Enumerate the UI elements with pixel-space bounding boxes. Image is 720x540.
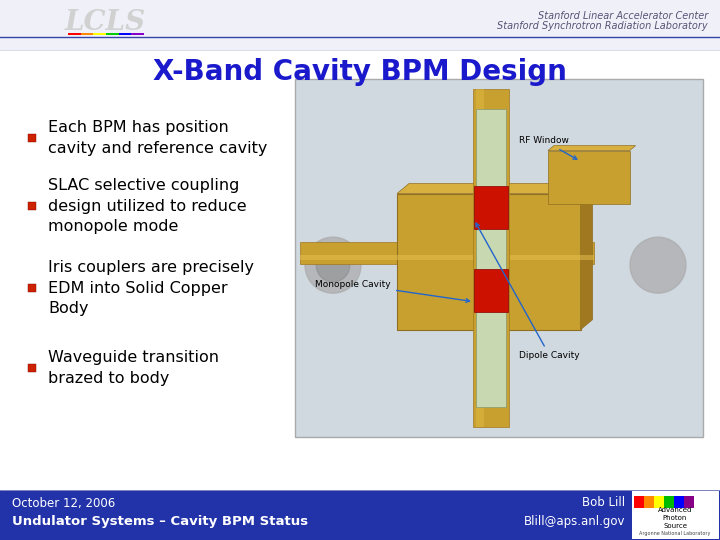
Bar [0,50,1,490]
Bar [664,496,674,508]
Polygon shape [316,248,350,282]
Bar [68,32,81,35]
Bar [10,50,11,490]
Bar [8,50,9,490]
Bar [634,496,644,508]
Bar [476,89,484,427]
Text: Undulator Systems – Cavity BPM Status: Undulator Systems – Cavity BPM Status [12,516,308,529]
Bar [6,50,7,490]
Text: Iris couplers are precisely
EDM into Solid Copper
Body: Iris couplers are precisely EDM into Sol… [48,260,254,316]
Bar [12,50,13,490]
Text: Dipole Cavity: Dipole Cavity [476,223,580,360]
Bar [3,50,4,490]
Bar [397,193,580,329]
Text: Waveguide transition
brazed to body: Waveguide transition brazed to body [48,350,219,386]
Text: Stanford Synchrotron Radiation Laboratory: Stanford Synchrotron Radiation Laborator… [498,21,708,31]
Text: October 12, 2006: October 12, 2006 [12,496,115,510]
Bar [1,50,2,490]
Polygon shape [305,237,361,293]
Text: RF Window: RF Window [519,137,577,159]
Bar [632,491,719,539]
Bar [28,364,36,372]
Bar [9,50,10,490]
Text: Blill@aps.anl.gov: Blill@aps.anl.gov [523,516,625,529]
Text: Argonne National Laboratory: Argonne National Laboratory [639,531,711,537]
Bar [14,50,15,490]
Text: X-Band Cavity BPM Design: X-Band Cavity BPM Design [153,58,567,86]
Bar [476,109,506,407]
Bar [28,202,36,210]
Bar [0,0,720,50]
Bar [474,186,508,230]
Text: SLAC selective coupling
design utilized to reduce
monopole mode: SLAC selective coupling design utilized … [48,178,247,234]
Bar [644,496,654,508]
Bar [0,50,720,490]
Text: Monopole Cavity: Monopole Cavity [315,280,469,302]
Bar [28,284,36,292]
Bar [300,242,594,264]
Bar [2,50,3,490]
Bar [5,50,6,490]
Bar [94,32,106,35]
Text: Bob Lill: Bob Lill [582,496,625,510]
Text: Stanford Linear Accelerator Center: Stanford Linear Accelerator Center [538,11,708,21]
Text: LCLS: LCLS [64,9,145,36]
Bar [11,50,12,490]
Text: Each BPM has position
cavity and reference cavity: Each BPM has position cavity and referen… [48,120,267,156]
Bar [4,50,5,490]
Polygon shape [580,184,593,329]
Bar [14,50,16,490]
Bar [81,32,94,35]
Bar [295,79,703,437]
Bar [13,50,14,490]
Bar [13,50,14,490]
Bar [7,50,8,490]
Polygon shape [630,237,686,293]
Bar [15,50,16,490]
Polygon shape [397,184,593,193]
Bar [473,89,509,427]
Bar [684,496,694,508]
Bar [674,496,684,508]
Bar [548,151,629,204]
Bar [0,490,720,540]
Bar [106,32,119,35]
Text: Advanced
Photon
Source: Advanced Photon Source [658,508,692,529]
Polygon shape [548,146,636,151]
Bar [131,32,144,35]
Bar [16,50,17,490]
Bar [119,32,131,35]
Bar [474,269,508,312]
Bar [300,255,594,260]
Bar [28,134,36,142]
Bar [654,496,664,508]
